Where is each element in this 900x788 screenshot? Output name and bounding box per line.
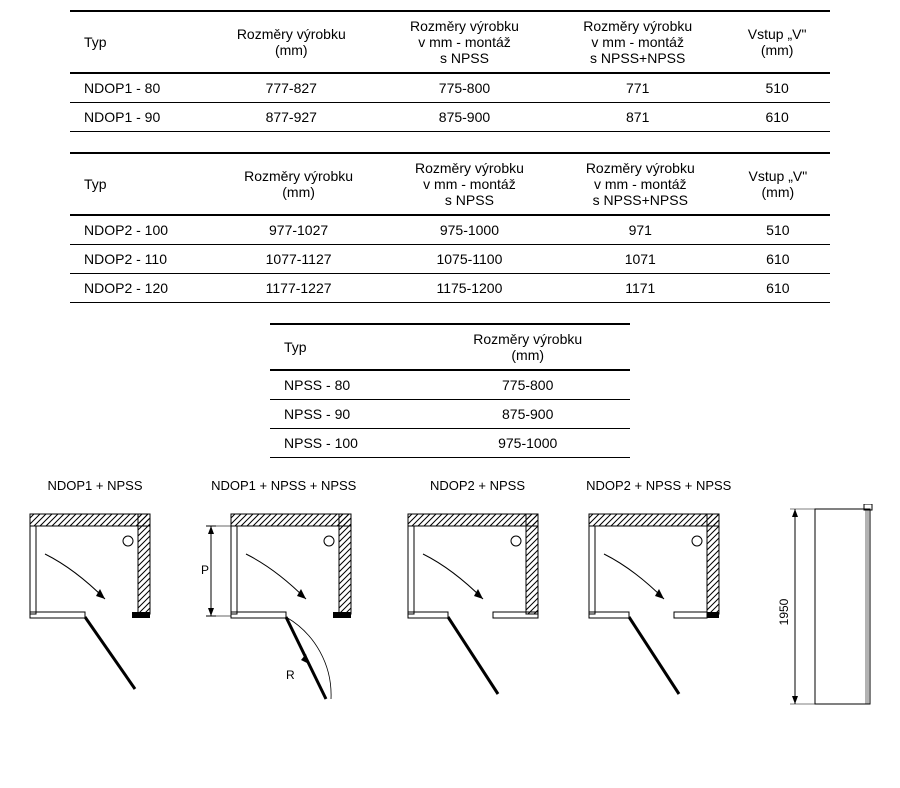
col-vstup: Vstup „V"(mm) (724, 11, 830, 73)
dim-r-label: R (286, 668, 295, 682)
table-cell: 871 (551, 103, 724, 132)
table-cell: 1175-1200 (384, 274, 555, 303)
table-cell: 610 (726, 274, 830, 303)
table-cell: 1071 (555, 245, 726, 274)
table-cell: NPSS - 100 (270, 429, 425, 458)
table-cell: 510 (724, 73, 830, 103)
table-cell: NDOP1 - 90 (70, 103, 205, 132)
col-rozmery: Rozměry výrobku(mm) (213, 153, 384, 215)
table-cell: NDOP2 - 120 (70, 274, 213, 303)
col-typ: Typ (70, 11, 205, 73)
table3-body: NPSS - 80775-800NPSS - 90875-900NPSS - 1… (270, 370, 630, 458)
table-row: NPSS - 100975-1000 (270, 429, 630, 458)
table-cell: NDOP2 - 110 (70, 245, 213, 274)
table-cell: 610 (726, 245, 830, 274)
table-cell: 971 (555, 215, 726, 245)
table-cell: NDOP1 - 80 (70, 73, 205, 103)
table-cell: 875-900 (378, 103, 551, 132)
dim-height: 1950 (777, 598, 791, 625)
dim-p-label: P (201, 563, 209, 577)
table-cell: 775-800 (425, 370, 630, 400)
table-cell: 877-927 (205, 103, 378, 132)
table-row: NDOP1 - 80777-827775-800771510 (70, 73, 830, 103)
col-typ: Typ (70, 153, 213, 215)
table2-body: NDOP2 - 100977-1027975-1000971510NDOP2 -… (70, 215, 830, 303)
diagram-ndop2-npss-npss: NDOP2 + NPSS + NPSS (579, 478, 739, 704)
table-cell: 1077-1127 (213, 245, 384, 274)
diagram-label: NDOP1 + NPSS (47, 478, 142, 496)
diagram-row: NDOP1 + NPSS N (20, 478, 880, 724)
table-header-row: Typ Rozměry výrobku(mm) Rozměry výrobkuv… (70, 11, 830, 73)
table1-body: NDOP1 - 80777-827775-800771510NDOP1 - 90… (70, 73, 830, 132)
table-row: NPSS - 80775-800 (270, 370, 630, 400)
diagram-ndop1-npss-npss: NDOP1 + NPSS + NPSS (191, 478, 376, 714)
table-cell: NPSS - 90 (270, 400, 425, 429)
table-cell: 875-900 (425, 400, 630, 429)
col-npss-npss: Rozměry výrobkuv mm - montážs NPSS+NPSS (551, 11, 724, 73)
diagram-svg (398, 504, 558, 704)
table-cell: 975-1000 (384, 215, 555, 245)
diagram-label (818, 478, 822, 496)
table-ndop2: Typ Rozměry výrobku(mm) Rozměry výrobkuv… (70, 152, 830, 303)
table-cell: 510 (726, 215, 830, 245)
diagram-side-elevation: 1950 (760, 478, 880, 724)
col-npss-npss: Rozměry výrobkuv mm - montážs NPSS+NPSS (555, 153, 726, 215)
col-typ: Typ (270, 324, 425, 370)
diagram-ndop1-npss: NDOP1 + NPSS (20, 478, 170, 704)
col-npss: Rozměry výrobkuv mm - montážs NPSS (384, 153, 555, 215)
diagram-svg (20, 504, 170, 704)
table-cell: 1177-1227 (213, 274, 384, 303)
table-cell: 977-1027 (213, 215, 384, 245)
table-row: NDOP1 - 90877-927875-900871610 (70, 103, 830, 132)
diagram-svg: 1950 (760, 504, 880, 724)
diagram-label: NDOP2 + NPSS (430, 478, 525, 496)
table-cell: 777-827 (205, 73, 378, 103)
table-cell: NDOP2 - 100 (70, 215, 213, 245)
table-header-row: Typ Rozměry výrobku(mm) (270, 324, 630, 370)
table-cell: 975-1000 (425, 429, 630, 458)
table-row: NPSS - 90875-900 (270, 400, 630, 429)
col-npss: Rozměry výrobkuv mm - montážs NPSS (378, 11, 551, 73)
table-cell: 1075-1100 (384, 245, 555, 274)
diagram-svg (579, 504, 739, 704)
diagram-ndop2-npss: NDOP2 + NPSS (398, 478, 558, 704)
table-header-row: Typ Rozměry výrobku(mm) Rozměry výrobkuv… (70, 153, 830, 215)
table-cell: 771 (551, 73, 724, 103)
diagram-label: NDOP2 + NPSS + NPSS (586, 478, 731, 496)
col-vstup: Vstup „V"(mm) (726, 153, 830, 215)
table-cell: 1171 (555, 274, 726, 303)
table-row: NDOP2 - 1201177-12271175-12001171610 (70, 274, 830, 303)
table-row: NDOP2 - 100977-1027975-1000971510 (70, 215, 830, 245)
table-cell: NPSS - 80 (270, 370, 425, 400)
diagram-svg: P R (191, 504, 376, 714)
table-npss: Typ Rozměry výrobku(mm) NPSS - 80775-800… (270, 323, 630, 458)
table-ndop1: Typ Rozměry výrobku(mm) Rozměry výrobkuv… (70, 10, 830, 132)
table-row: NDOP2 - 1101077-11271075-11001071610 (70, 245, 830, 274)
col-rozmery: Rozměry výrobku(mm) (425, 324, 630, 370)
table-cell: 610 (724, 103, 830, 132)
table-cell: 775-800 (378, 73, 551, 103)
col-rozmery: Rozměry výrobku(mm) (205, 11, 378, 73)
diagram-label: NDOP1 + NPSS + NPSS (211, 478, 356, 496)
